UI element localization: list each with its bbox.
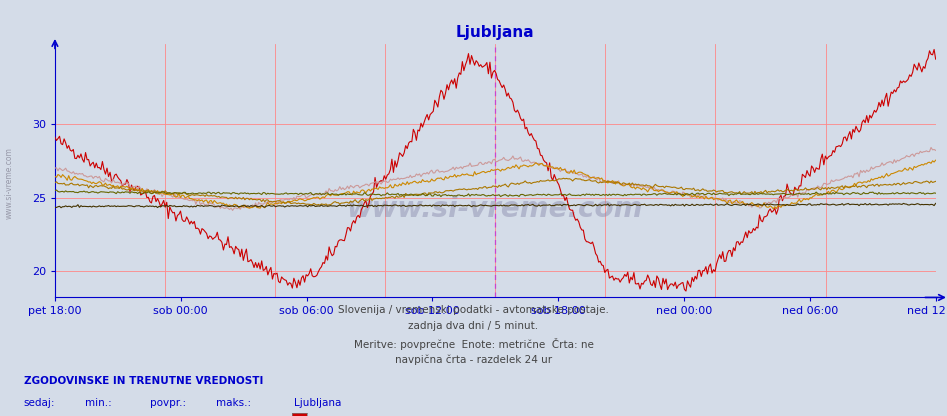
Text: maks.:: maks.: — [216, 398, 251, 408]
Text: sedaj:: sedaj: — [24, 398, 55, 408]
Text: Slovenija / vremenski podatki - avtomatske postaje.: Slovenija / vremenski podatki - avtomats… — [338, 305, 609, 314]
Text: Ljubljana: Ljubljana — [294, 398, 341, 408]
Text: min.:: min.: — [85, 398, 112, 408]
Text: zadnja dva dni / 5 minut.: zadnja dva dni / 5 minut. — [408, 321, 539, 331]
Text: ZGODOVINSKE IN TRENUTNE VREDNOSTI: ZGODOVINSKE IN TRENUTNE VREDNOSTI — [24, 376, 263, 386]
Text: www.si-vreme.com: www.si-vreme.com — [5, 147, 14, 219]
Text: www.si-vreme.com: www.si-vreme.com — [347, 195, 644, 223]
Text: navpična črta - razdelek 24 ur: navpična črta - razdelek 24 ur — [395, 354, 552, 365]
Text: povpr.:: povpr.: — [150, 398, 186, 408]
Title: Ljubljana: Ljubljana — [456, 25, 535, 40]
Text: Meritve: povprečne  Enote: metrične  Črta: ne: Meritve: povprečne Enote: metrične Črta:… — [353, 338, 594, 350]
